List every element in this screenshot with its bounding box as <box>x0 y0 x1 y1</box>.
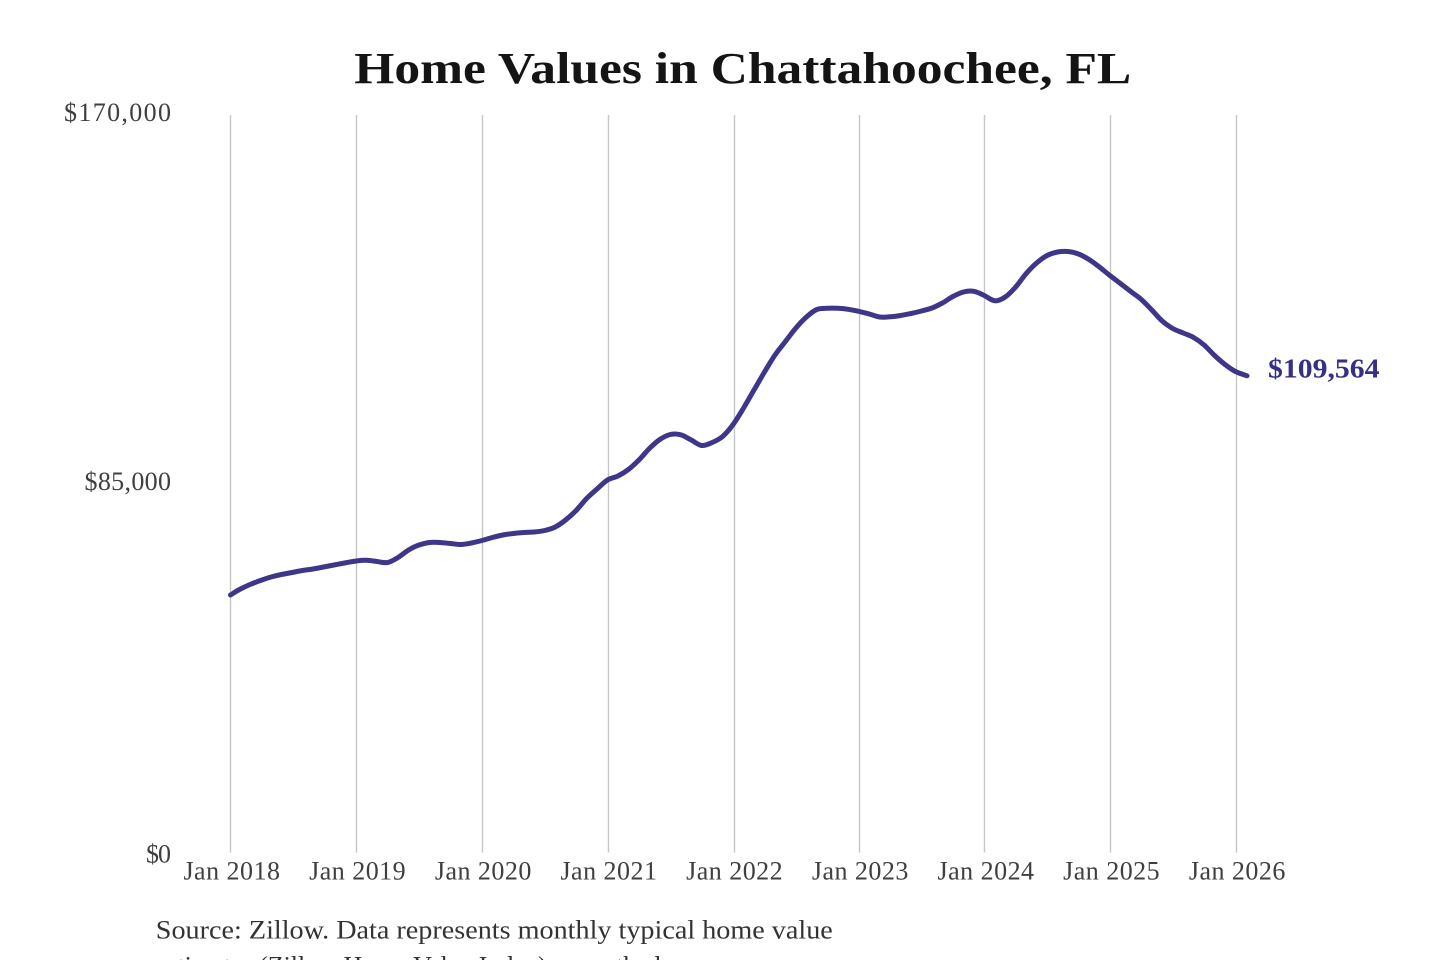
svg-text:Jan 2022: Jan 2022 <box>686 857 783 886</box>
svg-text:Home Values in Chattahoochee,: Home Values in Chattahoochee, FL <box>354 44 1131 93</box>
svg-text:Jan 2019: Jan 2019 <box>309 857 406 886</box>
svg-text:Source: Zillow. Data represent: Source: Zillow. Data represents monthly … <box>156 916 833 945</box>
svg-text:Jan 2021: Jan 2021 <box>560 857 657 886</box>
svg-text:Jan 2024: Jan 2024 <box>938 857 1035 886</box>
svg-text:$109,564: $109,564 <box>1268 354 1380 384</box>
svg-text:estimates (Zillow Home Value I: estimates (Zillow Home Value Index), smo… <box>156 952 667 960</box>
svg-text:$0: $0 <box>146 840 171 869</box>
svg-text:$85,000: $85,000 <box>85 467 172 496</box>
svg-text:$170,000: $170,000 <box>64 98 171 127</box>
svg-text:Jan 2026: Jan 2026 <box>1189 857 1286 886</box>
svg-text:Jan 2023: Jan 2023 <box>812 857 909 886</box>
svg-text:Jan 2018: Jan 2018 <box>183 857 280 886</box>
svg-text:Jan 2020: Jan 2020 <box>435 857 531 886</box>
svg-text:Jan 2025: Jan 2025 <box>1063 857 1160 886</box>
